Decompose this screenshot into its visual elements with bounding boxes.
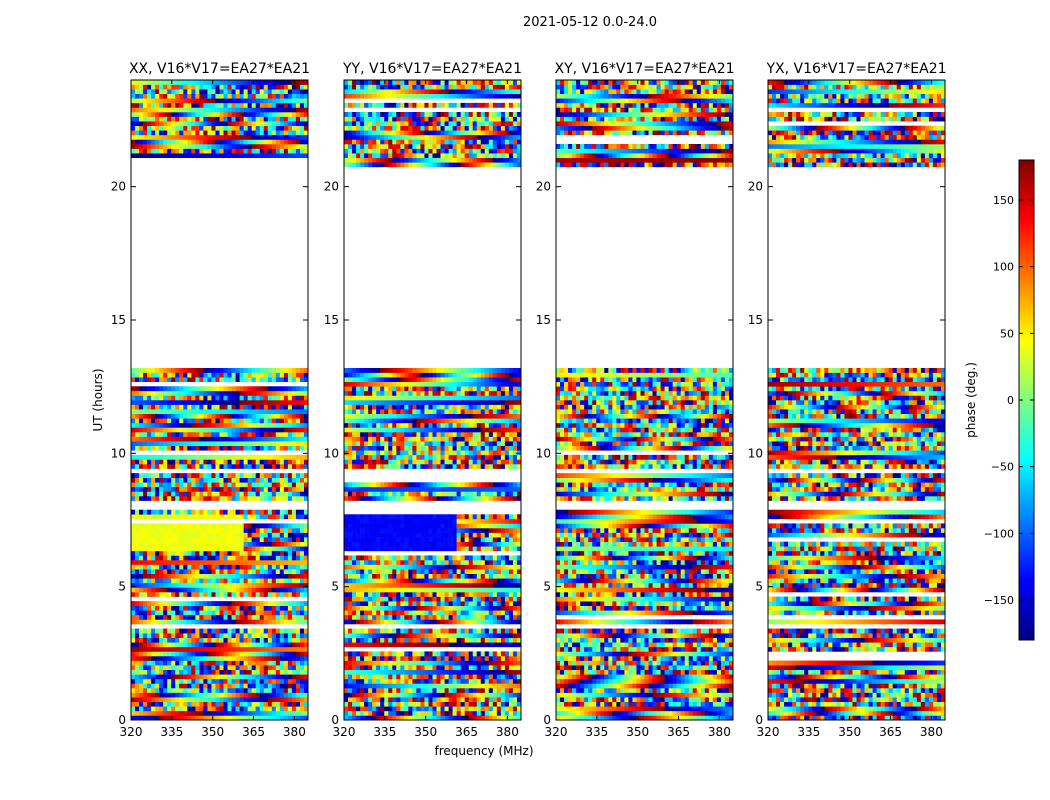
x-tick-label: 335 xyxy=(585,725,608,739)
panel-heatmap xyxy=(556,80,733,720)
panel-frame xyxy=(555,79,734,721)
x-tick-label: 380 xyxy=(283,725,306,739)
x-tick-label: 350 xyxy=(838,725,861,739)
y-axis-label: UT (hours) xyxy=(91,368,105,431)
panel-4: YX, V16*V17=EA27*EA21 320 335 350 365 380 0 5 10… xyxy=(748,61,947,739)
y-tick-label: 15 xyxy=(324,313,339,327)
colorbar-tick-label: 150 xyxy=(993,194,1014,207)
panel-heatmap xyxy=(768,80,945,720)
colorbar-tick-label: 100 xyxy=(993,261,1014,274)
panel-2: YY, V16*V17=EA27*EA21 320 335 350 365 380 0 5 10… xyxy=(324,61,522,739)
x-tick-label: 365 xyxy=(667,725,690,739)
y-tick-label: 5 xyxy=(755,580,763,594)
y-tick-label: 15 xyxy=(536,313,551,327)
y-tick-label: 5 xyxy=(543,580,551,594)
x-tick-label: 320 xyxy=(757,725,780,739)
colorbar-label: phase (deg.) xyxy=(964,362,978,438)
y-tick-label: 5 xyxy=(331,580,339,594)
panel-title: XX, V16*V17=EA27*EA21 xyxy=(129,61,310,77)
y-tick-label: 20 xyxy=(536,180,551,194)
panel-frame xyxy=(343,79,522,721)
x-axis-label: frequency (MHz) xyxy=(434,744,533,758)
colorbar-ticks: 150 100 50 0 −50 −100 −150 xyxy=(984,194,1034,607)
x-tick-label: 320 xyxy=(545,725,568,739)
colorbar-tick-label: 0 xyxy=(1007,394,1014,407)
y-tick-label: 10 xyxy=(324,446,339,460)
x-tick-label: 380 xyxy=(708,725,731,739)
x-tick-label: 380 xyxy=(920,725,943,739)
y-tick-label: 20 xyxy=(748,180,763,194)
colorbar-tick-label: −50 xyxy=(991,461,1014,474)
x-tick-label: 365 xyxy=(242,725,265,739)
panels: XX, V16*V17=EA27*EA21 320 335 350 365 380 0 5 10… xyxy=(111,61,947,739)
x-tick-label: 335 xyxy=(797,725,820,739)
x-tick-label: 350 xyxy=(626,725,649,739)
y-tick-label: 0 xyxy=(118,713,126,727)
colorbar-tick-label: 50 xyxy=(1000,327,1014,340)
x-tick-label: 365 xyxy=(879,725,902,739)
x-tick-label: 320 xyxy=(120,725,143,739)
y-tick-label: 10 xyxy=(748,446,763,460)
panel-title: YY, V16*V17=EA27*EA21 xyxy=(342,61,522,77)
colorbar: 150 100 50 0 −50 −100 −150 phase (deg.) xyxy=(964,159,1035,641)
x-tick-label: 350 xyxy=(201,725,224,739)
panel-heatmap xyxy=(131,80,308,720)
y-tick-label: 0 xyxy=(543,713,551,727)
y-tick-label: 10 xyxy=(111,446,126,460)
y-tick-label: 15 xyxy=(748,313,763,327)
y-tick-label: 20 xyxy=(111,180,126,194)
panel-heatmap xyxy=(344,80,521,720)
y-tick-label: 0 xyxy=(755,713,763,727)
panel-title: YX, V16*V17=EA27*EA21 xyxy=(765,61,946,77)
x-tick-label: 335 xyxy=(373,725,396,739)
colorbar-tick-label: −100 xyxy=(984,527,1014,540)
y-tick-label: 20 xyxy=(324,180,339,194)
y-tick-label: 15 xyxy=(111,313,126,327)
panel-1: XX, V16*V17=EA27*EA21 320 335 350 365 380 0 5 10… xyxy=(111,61,310,739)
panel-3: XY, V16*V17=EA27*EA21 320 335 350 365 380 0 5 10… xyxy=(536,61,735,739)
panel-frame xyxy=(767,79,946,721)
x-tick-label: 320 xyxy=(333,725,356,739)
panel-title: XY, V16*V17=EA27*EA21 xyxy=(554,61,734,77)
y-tick-label: 5 xyxy=(118,580,126,594)
y-tick-label: 0 xyxy=(331,713,339,727)
x-tick-label: 335 xyxy=(160,725,183,739)
panel-frame xyxy=(130,79,309,721)
x-tick-label: 380 xyxy=(496,725,519,739)
colorbar-tick-label: −150 xyxy=(984,594,1014,607)
x-tick-label: 350 xyxy=(414,725,437,739)
y-tick-label: 10 xyxy=(536,446,551,460)
figure-title: 2021-05-12 0.0-24.0 xyxy=(523,15,657,30)
x-tick-label: 365 xyxy=(455,725,478,739)
